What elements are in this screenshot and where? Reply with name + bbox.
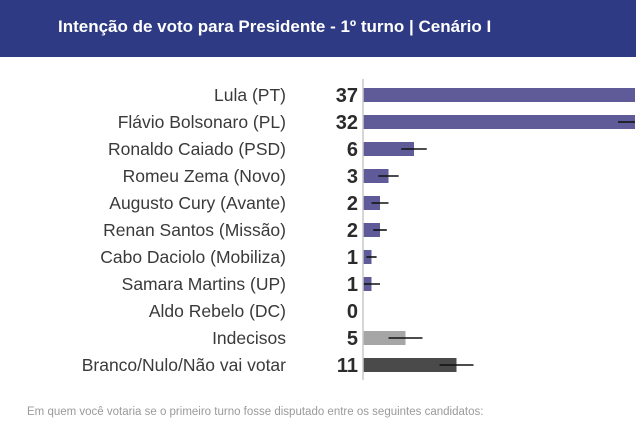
bar-branco-nulo-nao-vai-votar [363,358,457,372]
value-label-renan-santos-missao: 2 [347,220,358,242]
bar-renan-santos-missao [363,223,380,237]
value-label-augusto-cury-avante: 2 [347,193,358,215]
category-label-renan-santos-missao: Renan Santos (Missão) [103,220,286,240]
value-label-aldo-rebelo-dc: 0 [347,301,358,323]
value-label-branco-nulo-nao-vai-votar: 11 [337,355,358,377]
bar-flavio-bolsonaro-pl [363,115,635,129]
category-label-romeu-zema-novo: Romeu Zema (Novo) [123,166,286,186]
value-label-flavio-bolsonaro-pl: 32 [336,112,358,134]
category-label-indecisos: Indecisos [212,328,286,348]
value-label-samara-martins-up: 1 [347,274,358,296]
chart-footnote: Em quem você votaria se o primeiro turno… [27,406,484,418]
category-label-samara-martins-up: Samara Martins (UP) [122,274,286,294]
chart-title: Intenção de voto para Presidente - 1º tu… [58,17,492,36]
value-label-romeu-zema-novo: 3 [347,166,358,188]
value-label-lula-pt: 37 [336,85,358,107]
category-label-augusto-cury-avante: Augusto Cury (Avante) [109,193,286,213]
value-label-indecisos: 5 [347,328,358,350]
category-label-branco-nulo-nao-vai-votar: Branco/Nulo/Não vai votar [82,355,286,375]
category-label-ronaldo-caiado-psd: Ronaldo Caiado (PSD) [108,139,286,159]
category-label-cabo-daciolo-mobiliza: Cabo Daciolo (Mobiliza) [100,247,286,267]
value-label-ronaldo-caiado-psd: 6 [347,139,358,161]
category-label-lula-pt: Lula (PT) [214,85,286,105]
category-label-aldo-rebelo-dc: Aldo Rebelo (DC) [149,301,286,321]
chart-header: Intenção de voto para Presidente - 1º tu… [0,0,636,57]
category-label-flavio-bolsonaro-pl: Flávio Bolsonaro (PL) [118,112,286,132]
bar-romeu-zema-novo [363,169,389,183]
bar-lula-pt [363,88,635,102]
bar-ronaldo-caiado-psd [363,142,414,156]
value-label-cabo-daciolo-mobiliza: 1 [347,247,358,269]
bar-indecisos [363,331,406,345]
